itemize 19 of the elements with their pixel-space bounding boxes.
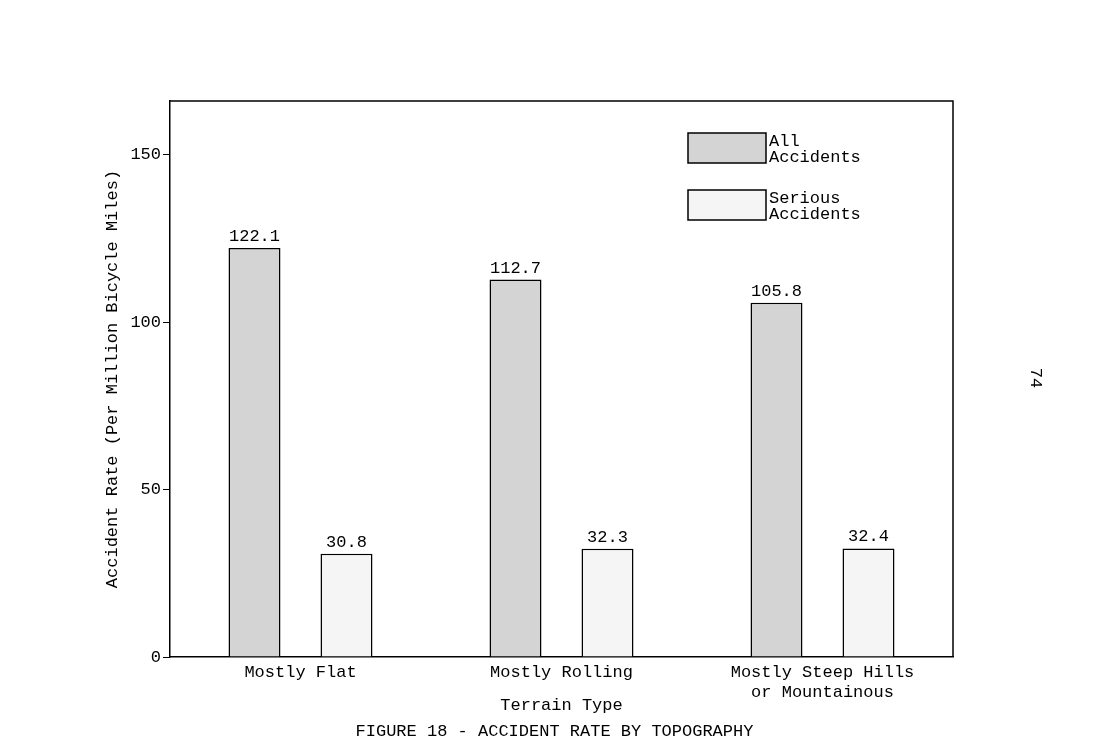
x-tick-label: Mostly Steep Hills or Mountainous xyxy=(730,662,915,703)
y-tick-label: 100 xyxy=(130,312,161,332)
data-label: 105.8 xyxy=(750,281,803,301)
legend-label: Serious Accidents xyxy=(769,188,861,224)
caption: FIGURE 18 - ACCIDENT RATE BY TOPOGRAPHY xyxy=(355,721,754,741)
data-label: 122.1 xyxy=(228,227,281,247)
x-tick-label: Mostly Rolling xyxy=(490,662,633,682)
x-axis-title: Terrain Type xyxy=(500,696,623,716)
y-tick-label: 150 xyxy=(130,145,161,165)
data-label: 32.3 xyxy=(587,527,628,547)
y-tick-label: 0 xyxy=(150,647,161,667)
legend-label: All Accidents xyxy=(769,131,861,167)
x-tick-label: Mostly Flat xyxy=(244,662,357,682)
y-axis-title: Accident Rate (Per Million Bicycle Miles) xyxy=(102,169,122,589)
text: 74 xyxy=(1025,367,1045,389)
data-label: 30.8 xyxy=(326,532,367,552)
y-tick-label: 50 xyxy=(140,480,161,500)
data-label: 112.7 xyxy=(489,258,542,278)
data-label: 32.4 xyxy=(848,527,889,547)
